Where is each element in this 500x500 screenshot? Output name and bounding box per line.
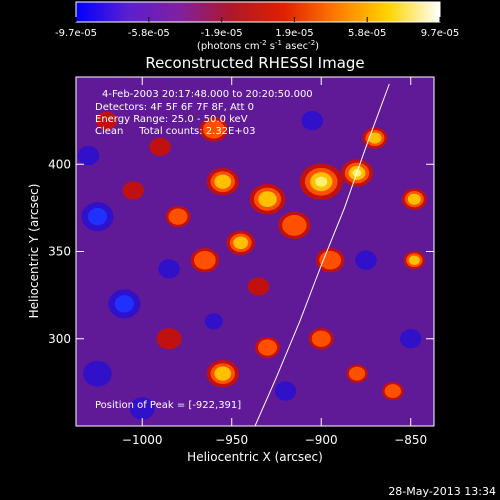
annotation-line: Clean Total counts: 2.32E+03 <box>95 126 255 137</box>
y-axis-ticks: 300 350 400 <box>48 157 434 346</box>
heatmap-blob <box>407 193 421 205</box>
x-axis-label: Heliocentric X (arcsec) <box>187 450 323 464</box>
heatmap-blob <box>368 132 382 144</box>
heatmap-blob <box>168 208 188 225</box>
colorbar <box>75 1 441 23</box>
colorbar-tick-label: -1.9e-05 <box>201 28 243 39</box>
solar-limb-line <box>254 83 390 426</box>
y-axis-label: Heliocentric Y (arcsec) <box>27 184 41 319</box>
heatmap-area <box>76 77 434 426</box>
x-axis-ticks: −1000 −950 −900 −850 <box>122 77 427 447</box>
colorbar-units: (photons cm-2 s-1 asec-2) <box>197 39 319 52</box>
heatmap-blob <box>247 277 270 296</box>
heatmap-blob <box>83 360 112 387</box>
annotation-line: Energy Range: 25.0 - 50.0 keV <box>95 114 248 125</box>
heatmap-blob <box>355 250 377 270</box>
y-tick-label: 300 <box>48 332 71 346</box>
colorbar-tick-label: 5.8e-05 <box>348 28 386 39</box>
heatmap-blob <box>95 111 118 130</box>
heatmap-blob <box>214 366 232 381</box>
chart-title: Reconstructed RHESSI Image <box>145 54 364 72</box>
annotation-line: 4-Feb-2003 20:17:48.000 to 20:20:50.000 <box>102 89 313 100</box>
colorbar-ticks: -9.7e-05 -5.8e-05 -1.9e-05 1.9e-05 5.8e-05 9.… <box>55 17 459 39</box>
annotation-block: 4-Feb-2003 20:17:48.000 to 20:20:50.000 … <box>95 89 313 411</box>
heatmap-blob <box>193 250 216 270</box>
heatmap-blob <box>77 145 100 166</box>
heatmap-blob <box>319 250 342 270</box>
heatmap-blob <box>408 255 420 265</box>
heatmap-blob <box>122 181 145 200</box>
heatmap-blob <box>129 397 155 420</box>
heatmap-blob <box>204 313 223 330</box>
heatmap-blob <box>202 120 225 139</box>
heatmap-blob <box>233 236 249 250</box>
heatmap-blob <box>114 295 134 313</box>
heatmap-blob <box>258 191 277 208</box>
y-tick-label: 400 <box>48 157 71 171</box>
heatmap-blob <box>315 176 328 187</box>
peak-position: Position of Peak = [-922,391] <box>95 400 241 411</box>
heatmap-blob <box>311 330 331 347</box>
x-tick-label: −850 <box>394 433 427 447</box>
heatmap-blob <box>158 259 180 279</box>
heatmap-blob <box>214 174 232 189</box>
heatmap-blob <box>399 329 422 349</box>
x-tick-label: −1000 <box>122 433 163 447</box>
heatmap-blob <box>384 384 401 399</box>
heatmap-blob <box>282 214 307 236</box>
heatmap-blob <box>348 366 366 381</box>
y-tick-label: 350 <box>48 245 71 259</box>
heatmap-blob <box>156 328 182 350</box>
heatmap-blob <box>258 339 278 356</box>
heatmap-blob <box>301 110 324 131</box>
x-tick-label: −950 <box>215 433 248 447</box>
heatmap-blob <box>149 137 171 156</box>
footer-timestamp: 28-May-2013 13:34 <box>388 485 496 498</box>
colorbar-tick-label: 1.9e-05 <box>275 28 313 39</box>
colorbar-tick-label: -5.8e-05 <box>128 28 170 39</box>
annotation-line: Detectors: 4F 5F 6F 7F 8F, Att 0 <box>95 102 254 113</box>
x-tick-label: −900 <box>305 433 338 447</box>
heatmap-blob <box>87 207 108 226</box>
colorbar-tick-label: 9.7e-05 <box>421 28 459 39</box>
colorbar-tick-label: -9.7e-05 <box>55 28 97 39</box>
heatmap-blob <box>274 381 297 401</box>
